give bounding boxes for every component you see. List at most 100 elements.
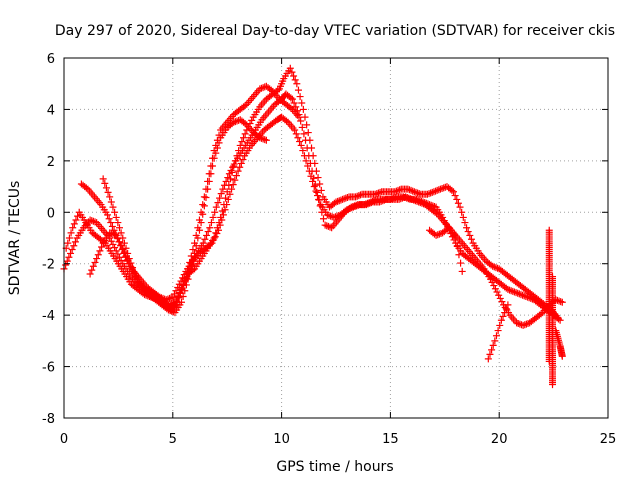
data-point bbox=[98, 243, 106, 251]
data-point bbox=[454, 199, 462, 207]
data-point bbox=[176, 289, 184, 297]
data-point bbox=[326, 223, 334, 231]
data-point bbox=[537, 310, 545, 318]
data-point bbox=[231, 176, 239, 184]
data-point bbox=[104, 211, 112, 219]
data-point bbox=[261, 136, 269, 144]
data-point bbox=[294, 134, 302, 142]
data-point bbox=[467, 235, 475, 243]
y-tick-label: 0 bbox=[47, 206, 55, 221]
data-point bbox=[214, 199, 222, 207]
data-point bbox=[323, 222, 331, 230]
data-point bbox=[392, 187, 400, 195]
data-point bbox=[312, 167, 320, 175]
data-point bbox=[331, 213, 339, 221]
data-point bbox=[301, 113, 309, 121]
data-point bbox=[65, 253, 73, 261]
data-point bbox=[189, 246, 197, 254]
data-point bbox=[93, 255, 101, 263]
data-point bbox=[223, 201, 231, 209]
data-point bbox=[257, 84, 265, 92]
data-point bbox=[86, 270, 94, 278]
data-point bbox=[274, 86, 282, 94]
data-point bbox=[515, 290, 523, 298]
data-point bbox=[179, 280, 187, 288]
data-point bbox=[364, 200, 372, 208]
data-point bbox=[306, 136, 314, 144]
data-point bbox=[496, 321, 504, 329]
data-point bbox=[184, 265, 192, 273]
data-point bbox=[107, 198, 115, 206]
data-point bbox=[199, 239, 207, 247]
data-point bbox=[108, 222, 116, 230]
data-point bbox=[173, 295, 181, 303]
data-point bbox=[107, 237, 115, 245]
data-point bbox=[305, 167, 313, 175]
data-point bbox=[146, 289, 154, 297]
data-point bbox=[349, 203, 357, 211]
data-point bbox=[522, 320, 530, 328]
data-point bbox=[356, 191, 364, 199]
x-tick-label: 15 bbox=[382, 432, 399, 447]
data-point bbox=[457, 259, 465, 267]
data-point bbox=[486, 350, 494, 358]
data-point bbox=[148, 289, 156, 297]
data-point bbox=[210, 236, 218, 244]
data-point bbox=[522, 293, 530, 300]
data-point bbox=[376, 188, 384, 196]
data-point bbox=[514, 320, 522, 327]
y-tick-labels: -8 -6 -4 -2 0 2 4 6 bbox=[42, 52, 55, 427]
data-point bbox=[204, 177, 212, 185]
data-point bbox=[202, 185, 210, 193]
data-point bbox=[237, 159, 245, 167]
data-point bbox=[191, 239, 199, 247]
data-point bbox=[216, 221, 224, 229]
data-point bbox=[410, 196, 418, 204]
plot-frame bbox=[63, 57, 609, 419]
data-point bbox=[82, 184, 90, 192]
y-tick-label: -4 bbox=[42, 309, 55, 324]
x-axis-label: GPS time / hours bbox=[276, 459, 393, 475]
data-point bbox=[224, 195, 232, 203]
data-point bbox=[120, 239, 128, 247]
data-point bbox=[407, 186, 415, 194]
data-point bbox=[228, 185, 236, 193]
data-point bbox=[352, 193, 360, 201]
data-point bbox=[343, 194, 351, 201]
data-point bbox=[435, 230, 443, 238]
data-point bbox=[267, 86, 275, 94]
data-point bbox=[374, 189, 382, 197]
data-point bbox=[362, 201, 370, 209]
data-point bbox=[287, 94, 295, 102]
data-point bbox=[380, 196, 388, 204]
data-point bbox=[214, 226, 222, 234]
data-point bbox=[166, 307, 174, 315]
data-point bbox=[491, 285, 499, 293]
data-point bbox=[172, 287, 180, 295]
data-point bbox=[122, 244, 130, 252]
data-point bbox=[504, 285, 512, 293]
x-tick-label: 0 bbox=[60, 432, 68, 447]
data-point bbox=[397, 195, 405, 203]
data-point bbox=[519, 291, 527, 299]
data-point bbox=[438, 185, 446, 192]
data-point bbox=[178, 298, 186, 306]
data-point bbox=[405, 186, 413, 194]
data-point bbox=[298, 123, 306, 131]
data-point bbox=[342, 194, 350, 202]
data-point bbox=[120, 248, 128, 256]
data-point bbox=[112, 213, 120, 221]
data-point bbox=[241, 130, 249, 138]
data-point bbox=[339, 195, 347, 203]
data-point bbox=[124, 249, 132, 257]
data-point bbox=[435, 186, 443, 194]
data-point bbox=[463, 224, 471, 232]
data-point bbox=[106, 229, 114, 237]
data-point bbox=[488, 278, 496, 286]
data-point bbox=[444, 225, 452, 233]
data-point bbox=[229, 181, 237, 189]
data-point bbox=[332, 198, 340, 206]
data-point bbox=[109, 230, 117, 238]
data-point bbox=[425, 190, 433, 198]
x-tick-label: 25 bbox=[600, 432, 617, 447]
